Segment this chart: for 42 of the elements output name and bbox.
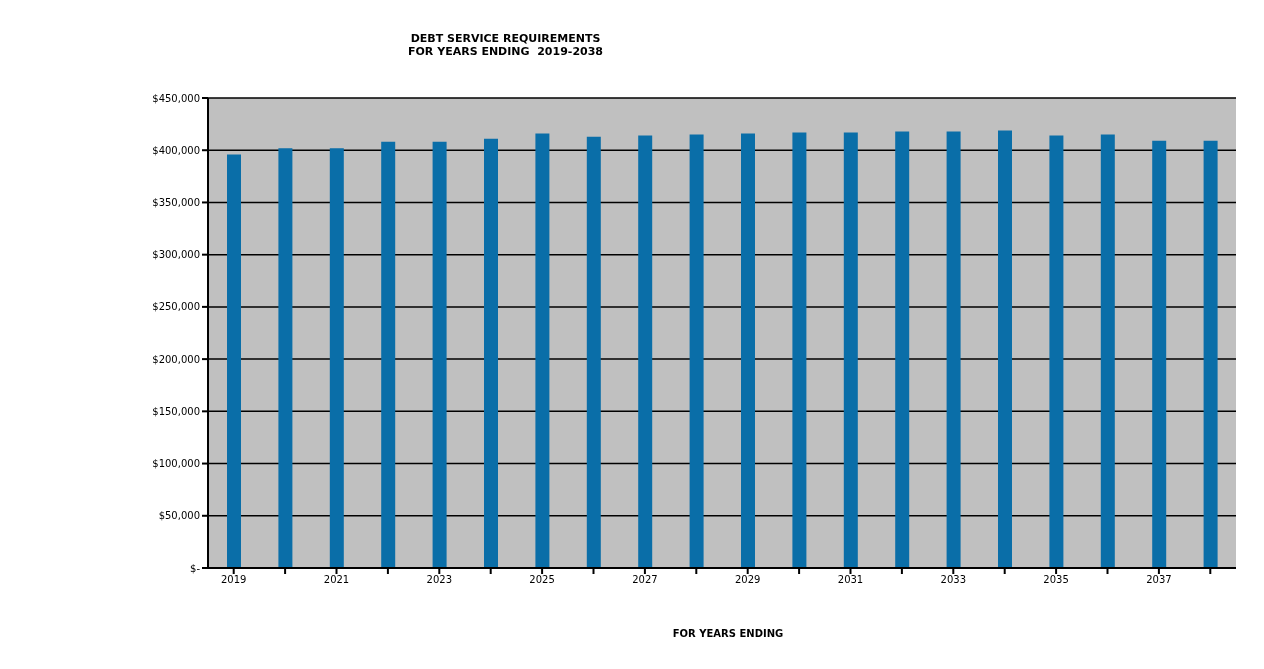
x-tick-label: 2029 [734,574,761,586]
bar [741,133,755,568]
x-tick-label: 2035 [1043,574,1069,586]
x-tick-label: 2027 [632,574,658,586]
bar [484,138,498,568]
y-tick-label: $350,000 [152,196,200,208]
x-tick-label: 2037 [1146,574,1172,586]
y-tick-label: $200,000 [152,353,200,365]
bar [278,148,293,568]
bar [329,148,344,568]
bar [432,141,447,568]
y-tick-label: $250,000 [152,301,200,313]
x-tick-label: 2025 [529,574,555,586]
chart-title: DEBT SERVICE REQUIREMENTS FOR YEARS ENDING 2019-2038 [408,32,604,58]
bar [227,154,241,568]
y-tick-label: $450,000 [152,92,200,104]
x-tick-label: 2033 [940,574,967,586]
bar [1049,135,1064,568]
x-tick-label: 2019 [220,574,247,586]
x-axis-title: FOR YEARS ENDING [671,628,785,639]
x-tick-label: 2021 [323,574,350,586]
bar [998,130,1012,568]
y-tick-label: $- [190,562,201,574]
bar [586,136,601,568]
bar [1100,134,1115,568]
bar [638,135,653,568]
bar [535,133,550,568]
bar [792,132,807,568]
bar [946,131,961,568]
y-tick-label: $300,000 [152,249,200,261]
bar [843,132,858,568]
bar [689,134,704,568]
y-tick-label: $150,000 [152,405,200,417]
y-tick-label: $400,000 [152,144,200,156]
bar [895,131,910,568]
y-tick-label: $100,000 [152,458,200,470]
bar [381,141,396,568]
y-tick-label: $50,000 [158,510,200,522]
x-tick-label: 2031 [837,574,864,586]
bar [1152,140,1167,568]
bar [1203,140,1218,568]
x-tick-label: 2023 [426,574,453,586]
